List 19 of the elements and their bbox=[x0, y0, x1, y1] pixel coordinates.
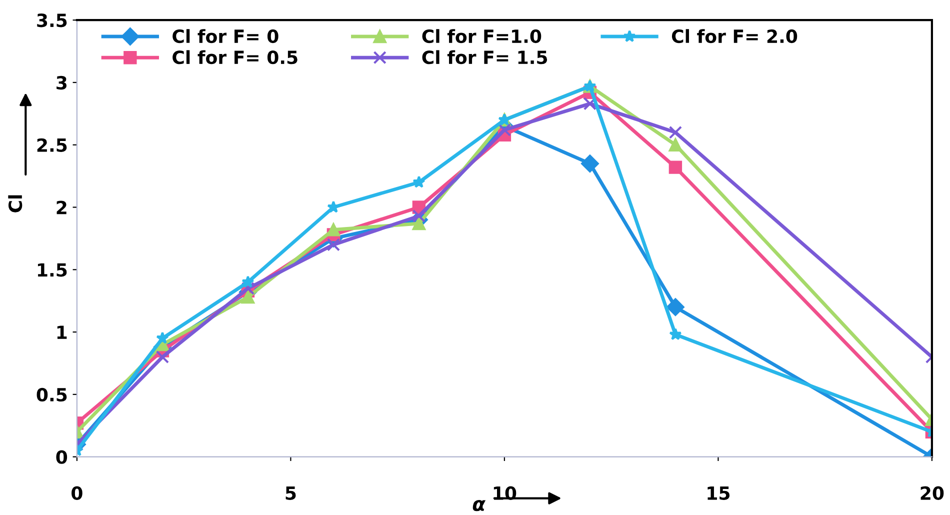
y-tick-label: 2 bbox=[56, 200, 66, 214]
y-tick-label: 1.5 bbox=[38, 263, 67, 277]
y-axis-title: Cl bbox=[8, 195, 22, 212]
legend-label: Cl for F= 0.5 bbox=[172, 50, 298, 64]
x-tick-label: 20 bbox=[920, 486, 944, 500]
x-tick-label: 5 bbox=[286, 486, 296, 500]
legend-label: Cl for F=1.0 bbox=[422, 29, 542, 44]
x-axis-title: α bbox=[472, 500, 486, 512]
x-tick-label: 15 bbox=[708, 486, 730, 500]
y-tick-label: 3.5 bbox=[37, 14, 67, 28]
legend-label: Cl for F= 0 bbox=[172, 29, 278, 44]
legend-label: Cl for F= 2.0 bbox=[672, 29, 798, 44]
y-tick-label: 1 bbox=[57, 326, 67, 339]
legend-label: Cl for F= 1.5 bbox=[422, 50, 548, 64]
y-tick-label: 0.5 bbox=[36, 388, 67, 402]
y-tick-label: 2.5 bbox=[37, 138, 67, 152]
x-tick-label: 0 bbox=[72, 486, 82, 500]
y-tick-label: 0 bbox=[56, 450, 68, 464]
y-tick-label: 3 bbox=[56, 76, 66, 90]
